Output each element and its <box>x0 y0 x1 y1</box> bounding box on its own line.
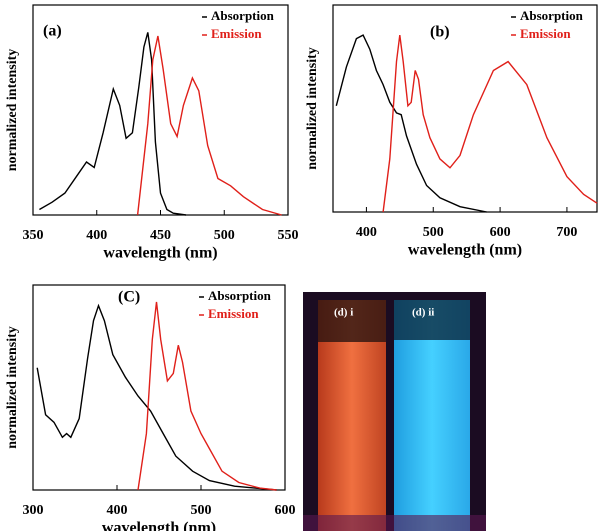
legend-label: Emission <box>208 306 259 321</box>
series-line <box>382 35 598 213</box>
series-line <box>36 303 277 491</box>
photo-label: (d) i <box>334 307 353 319</box>
x-tick-label: 600 <box>275 503 296 518</box>
y-axis-label: normalized intensity <box>305 47 320 170</box>
panel-title: (C) <box>118 289 140 306</box>
legend-label: Absorption <box>520 8 584 23</box>
x-tick-label: 300 <box>23 503 44 518</box>
photo: (d) i (d) ii <box>303 292 486 531</box>
series-line <box>39 32 187 216</box>
series-line <box>335 34 487 213</box>
x-tick-label: 400 <box>107 503 128 518</box>
x-tick-label: 550 <box>278 228 299 243</box>
x-tick-label: 500 <box>423 225 444 240</box>
legend-label: Emission <box>211 26 262 41</box>
x-axis-label: wavelength (nm) <box>102 520 216 531</box>
x-tick-label: 600 <box>490 225 511 240</box>
series-line <box>137 301 277 491</box>
photo-floor <box>303 515 486 531</box>
legend-label: Absorption <box>211 8 275 23</box>
y-axis-label: normalized intensity <box>5 326 20 449</box>
series-line <box>136 35 282 216</box>
photo-label: (d) ii <box>412 307 434 319</box>
x-axis-label: wavelength (nm) <box>103 245 217 262</box>
x-tick-label: 500 <box>191 503 212 518</box>
legend-label: Emission <box>520 26 571 41</box>
x-tick-label: 700 <box>556 225 577 240</box>
legend-label: Absorption <box>208 288 272 303</box>
panel-title: (b) <box>430 24 450 41</box>
panel-title: (a) <box>43 23 62 40</box>
y-axis-label: normalized intensity <box>5 49 20 172</box>
vial-cap <box>394 300 470 340</box>
x-axis-label: wavelength (nm) <box>408 242 522 259</box>
plot-frame <box>332 4 598 213</box>
plot-frame <box>32 284 286 491</box>
vial-cap <box>318 300 386 342</box>
x-tick-label: 450 <box>150 228 171 243</box>
x-tick-label: 500 <box>214 228 235 243</box>
x-tick-label: 350 <box>23 228 44 243</box>
x-tick-label: 400 <box>86 228 107 243</box>
x-tick-label: 400 <box>356 225 377 240</box>
